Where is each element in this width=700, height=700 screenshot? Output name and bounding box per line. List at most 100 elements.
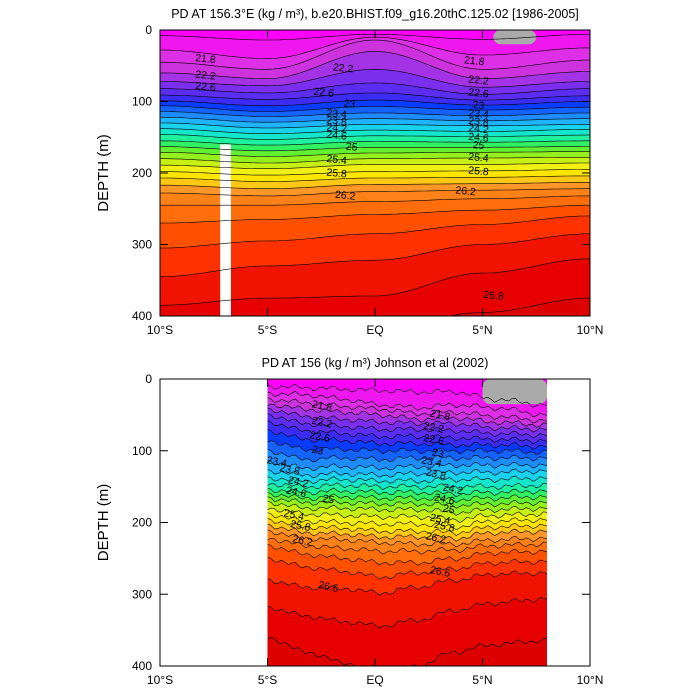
contour-label: 22.2 (195, 69, 217, 83)
isopycnal-line (160, 233, 590, 277)
density-band (267, 557, 547, 595)
isopycnal-line (267, 449, 548, 463)
isopycnal-line (267, 429, 548, 450)
isopycnal-line (267, 420, 548, 444)
isopycnal-line (160, 116, 590, 123)
isopycnal-line (267, 440, 548, 456)
density-band (160, 146, 590, 157)
contour-label: 23.4 (265, 454, 288, 470)
missing-data-patch (482, 379, 547, 405)
contour-label: 26.6 (317, 579, 340, 595)
contour-label: 24.2 (442, 481, 465, 497)
contour-label: 26.2 (291, 533, 314, 549)
contour-label: 24.2 (326, 122, 348, 136)
x-tick-label: EQ (366, 323, 383, 337)
contour-labels: 21.822.222.622.222.62323.423.824.224.625… (195, 52, 505, 303)
y-tick-label: 300 (132, 587, 152, 601)
density-band (160, 92, 590, 106)
contour-label: 25 (321, 492, 335, 506)
contour-label: 25.4 (283, 507, 306, 523)
isopycnal-line (160, 162, 590, 169)
contour-label: 26.8 (483, 289, 505, 303)
density-band (160, 169, 590, 182)
density-band (160, 105, 590, 117)
contour-label: 21.8 (429, 408, 452, 424)
isopycnal-line (267, 407, 548, 433)
isopycnal-line (267, 597, 548, 629)
density-band (267, 501, 547, 523)
y-tick-label: 100 (132, 95, 152, 109)
isopycnal-line (160, 204, 590, 224)
contour-label: 22.2 (422, 420, 445, 436)
contour-label: 25.8 (289, 518, 312, 534)
axis-ticks: 10°S 5°S EQ 5°N 10°N 0 100 200 300 400 (132, 23, 603, 337)
contour-label: 23.4 (420, 454, 443, 470)
axis-ticks: 10°S 5°S EQ 5°N 10°N 0 100 200 300 400 (132, 372, 603, 687)
isopycnal-line (160, 128, 590, 134)
contour-label: 22.2 (332, 61, 354, 75)
density-band (160, 140, 590, 151)
isopycnal-line (160, 111, 590, 117)
isopycnal-line (160, 195, 590, 206)
density-band (160, 233, 590, 306)
y-tick-label: 100 (132, 444, 152, 458)
density-band (267, 379, 547, 408)
density-band (160, 205, 590, 249)
contour-label: 24.2 (468, 122, 490, 136)
contour-label: 22.6 (422, 432, 445, 448)
isopycnal-line (160, 134, 590, 140)
y-tick-label: 0 (145, 23, 152, 37)
density-band (267, 449, 547, 471)
isopycnal-line (160, 157, 590, 164)
contour-label: 25.8 (468, 164, 490, 178)
density-band (160, 117, 590, 128)
isopycnal-line (267, 523, 548, 542)
density-band (160, 157, 590, 169)
isopycnal-line (160, 169, 590, 176)
density-band (267, 391, 547, 424)
contour-label: 21.8 (195, 52, 217, 66)
contour-label: 23 (431, 446, 445, 460)
contour-label: 21.8 (311, 398, 334, 414)
density-band (160, 51, 590, 88)
isopycnal-line (160, 151, 590, 157)
density-band (160, 100, 590, 112)
isopycnal-line (160, 105, 590, 112)
isopycnal-line (160, 82, 590, 95)
density-band (267, 524, 547, 547)
contour-lines (267, 383, 548, 666)
density-band (267, 384, 547, 417)
isopycnal-line (160, 215, 590, 249)
isopycnal-line (267, 570, 548, 596)
contour-label: 24.6 (433, 491, 456, 507)
missing-data-patch (493, 30, 537, 45)
density-band (267, 429, 547, 455)
isopycnal-line (267, 537, 548, 555)
x-tick-label: 5°S (258, 323, 277, 337)
density-band (160, 34, 590, 59)
isopycnal-line (160, 258, 590, 306)
density-band (160, 37, 590, 70)
isopycnal-line (267, 543, 548, 566)
contour-label: 25.8 (326, 167, 348, 181)
density-band (267, 404, 547, 433)
contour-label: 23.8 (468, 115, 490, 129)
isopycnal-line (267, 403, 548, 428)
contour-label: 23.8 (278, 462, 301, 478)
x-tick-label: 5°S (258, 673, 277, 687)
contour-label: 25 (442, 502, 456, 516)
isopycnal-line (160, 51, 590, 79)
isopycnal-line (267, 459, 548, 472)
isopycnal-line (267, 391, 548, 418)
isopycnal-line (160, 68, 590, 88)
contour-label: 24.6 (468, 131, 490, 145)
contour-label: 25 (345, 141, 358, 154)
contour-label: 23.4 (468, 107, 490, 121)
x-tick-label: 10°S (147, 323, 173, 337)
isopycnal-line (267, 512, 548, 531)
density-band (267, 637, 547, 666)
contour-label: 25.4 (468, 151, 490, 165)
y-axis-label: DEPTH (m) (95, 134, 112, 212)
contour-label: 25 (472, 139, 485, 152)
